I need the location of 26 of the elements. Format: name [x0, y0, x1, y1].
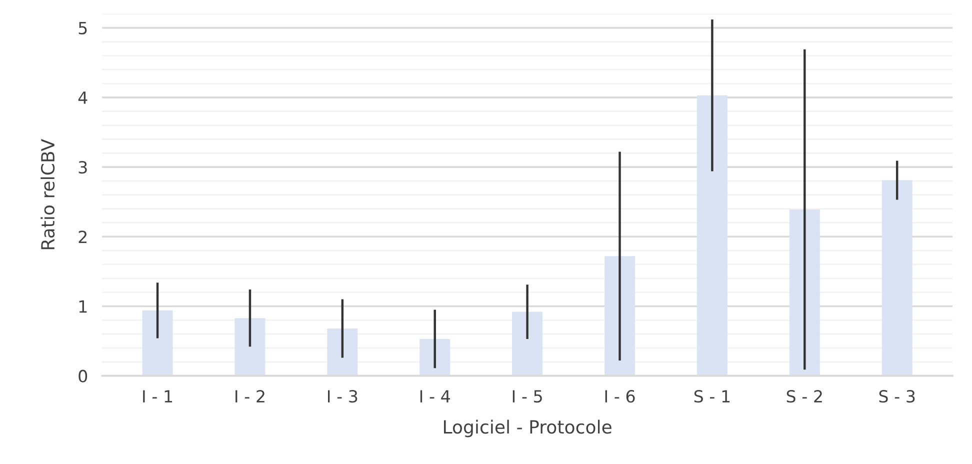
- x-tick-label: I - 6: [605, 390, 635, 403]
- bar: [604, 256, 636, 376]
- bar: [234, 318, 266, 376]
- y-tick-label: 1: [79, 300, 87, 313]
- x-tick-label: I - 3: [328, 390, 358, 403]
- x-tick-label: S - 1: [694, 390, 730, 403]
- y-tick-label: 4: [78, 92, 88, 104]
- x-tick-label: I - 2: [236, 390, 264, 402]
- bar: [512, 312, 543, 376]
- x-tick-label: I - 4: [420, 390, 450, 402]
- x-tick-label: I - 5: [512, 390, 542, 403]
- bar: [142, 310, 173, 376]
- y-tick-label: 3: [78, 161, 87, 174]
- x-tick-label: S - 3: [879, 390, 915, 403]
- y-axis-title: Ratio relCBV: [40, 139, 55, 250]
- bar: [420, 338, 450, 376]
- x-axis-title: Logiciel - Protocole: [444, 420, 612, 438]
- bar: [789, 209, 820, 376]
- y-tick-label: 0: [78, 370, 88, 382]
- x-tick-label: I - 1: [143, 390, 172, 402]
- bar: [327, 328, 358, 376]
- x-tick-label: S - 2: [786, 390, 822, 403]
- bar: [696, 95, 728, 376]
- y-tick-label: 5: [78, 22, 87, 34]
- y-tick-label: 2: [78, 230, 86, 243]
- bar: [882, 180, 912, 376]
